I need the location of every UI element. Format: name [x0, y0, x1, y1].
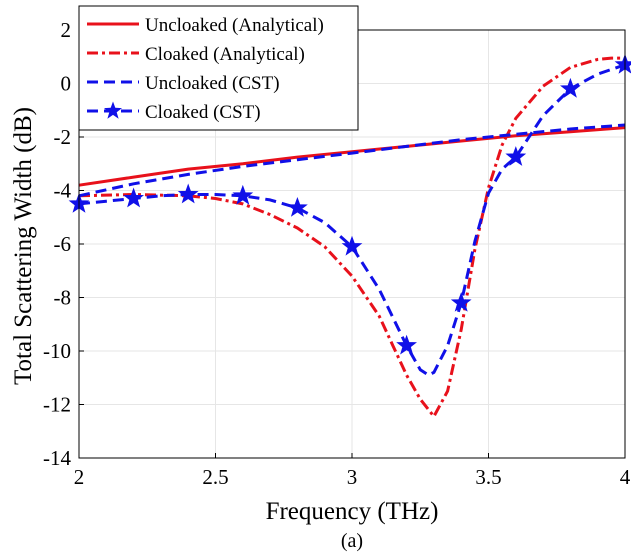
- star-marker: [123, 187, 145, 208]
- star-marker: [505, 146, 527, 166]
- legend-label: Cloaked (CST): [145, 102, 261, 123]
- x-tick-label: 2.5: [202, 465, 228, 489]
- y-tick-label: -4: [54, 179, 72, 203]
- series-line: [78, 56, 625, 418]
- x-axis-label: Frequency (THz): [266, 498, 439, 525]
- series-line: [78, 63, 626, 377]
- y-axis-label: Total Scattering Width (dB): [10, 107, 37, 385]
- star-marker: [177, 183, 199, 204]
- legend-label: Cloaked (Analytical): [145, 44, 305, 65]
- y-tick-label: -8: [54, 286, 72, 310]
- star-marker: [560, 77, 581, 98]
- ticks: 2 2.5 3 3.5 4 -14 -12 -10 -8 -6 -4 -2 0 2: [43, 18, 631, 489]
- series-layer: [68, 53, 631, 418]
- star-marker: [396, 334, 417, 355]
- star-marker: [287, 196, 308, 217]
- x-tick-label: 2: [74, 465, 85, 489]
- y-tick-label: -10: [43, 339, 71, 363]
- star-marker: [450, 291, 472, 312]
- series-2: [78, 123, 626, 198]
- legend-label: Uncloaked (Analytical): [145, 15, 324, 36]
- y-tick-label: 2: [61, 18, 72, 42]
- x-tick-label: 3: [347, 465, 358, 489]
- star-marker: [232, 184, 254, 205]
- legend: Uncloaked (Analytical) Cloaked (Analytica…: [78, 5, 359, 131]
- y-tick-label: -12: [43, 393, 71, 417]
- legend-label: Uncloaked (CST): [145, 73, 280, 94]
- star-marker: [341, 235, 363, 256]
- legend-box: [78, 5, 359, 131]
- series-line: [78, 123, 626, 198]
- y-tick-label: -6: [54, 232, 72, 256]
- legend-star-marker: [104, 101, 122, 119]
- x-tick-label: 3.5: [475, 465, 501, 489]
- y-tick-label: 0: [61, 72, 72, 96]
- x-tick-label: 4: [620, 465, 631, 489]
- y-tick-label: -14: [43, 446, 71, 470]
- y-tick-label: -2: [54, 125, 72, 149]
- figure-caption: (a): [341, 530, 363, 552]
- series-1: [78, 56, 625, 418]
